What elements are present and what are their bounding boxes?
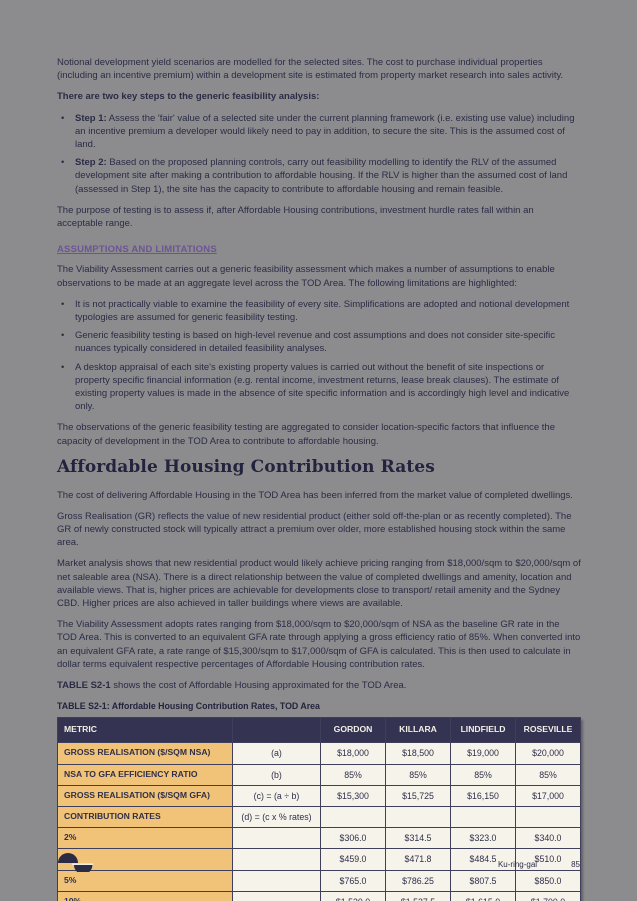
assumptions-intro: The Viability Assessment carries out a g… [57,264,555,289]
cell-value: $471.8 [385,848,451,871]
footer-page-number: 85 [571,860,580,869]
table-row: 2% $306.0 $314.5 $323.0 $340.0 [57,827,581,850]
col-header-lindfield: LINDFIELD [450,717,516,744]
cell-value: $340.0 [515,827,581,850]
cell-value: $459.0 [320,848,386,871]
cell-value: $15,725 [385,784,451,807]
cell-value: $16,150 [450,784,516,807]
cell-formula: (b) [232,763,321,786]
cell-value: $1,530.0 [320,890,386,901]
cell-formula [232,827,321,850]
steps-list: Step 1: Assess the 'fair' value of a sel… [57,112,581,196]
cell-value: $19,000 [450,742,516,765]
table-ref-label: TABLE S2-1 [57,679,111,691]
footer-right: Ku-ring-gai 85 [498,860,580,869]
table-row: 10% $1,530.0 $1,527.5 $1,615.0 $1,700.0 [57,890,581,901]
cell-value: $306.0 [320,827,386,850]
wave-logo-icon [57,852,97,877]
cell-value: $510.0 [515,848,581,871]
cell-value: 85% [385,763,451,786]
cell-value: $1,700.0 [515,890,581,901]
cell-metric: 10% [57,890,233,901]
cell-value [320,805,386,829]
cell-value: $314.5 [385,827,451,850]
list-item-assumption-2: Generic feasibility testing is based on … [57,329,581,355]
col-header-killara: KILLARA [385,717,451,744]
step-2-label: Step 2: [75,157,107,169]
cell-metric: GROSS REALISATION ($/SQM GFA) [57,784,233,807]
col-header-formula [232,717,321,744]
table-row: CONTRIBUTION RATES (d) = (c x % rates) [57,805,581,829]
col-header-gordon: GORDON [320,717,386,744]
contribution-rates-table: METRIC GORDON KILLARA LINDFIELD ROSEVILL… [57,717,581,901]
step-1-label: Step 1: [75,112,107,124]
cell-value: 85% [515,763,581,786]
page-content: Notional development yield scenarios are… [57,56,581,901]
cell-value: 85% [320,763,386,786]
cell-value: $18,500 [385,742,451,765]
cell-formula [232,890,321,901]
paragraph-purpose: The purpose of testing is to assess if, … [57,204,534,230]
cell-value [450,805,516,829]
section-heading-contribution-rates: Affordable Housing Contribution Rates [57,456,435,477]
cell-formula: (c) = (a ÷ b) [232,784,321,807]
list-item-assumption-3: A desktop appraisal of each site's exist… [57,361,581,414]
footer-org-label: Ku-ring-gai [497,860,538,869]
cell-value [385,805,451,829]
page-footer: Ku-ring-gai 85 [57,852,580,877]
cell-metric: CONTRIBUTION RATES [57,805,233,829]
step-1-text: Assess the 'fair' value of a selected si… [75,112,575,151]
step-2-text: Based on the proposed planning controls,… [75,157,568,195]
cell-value: $20,000 [515,742,581,765]
cell-value: $17,000 [515,784,581,807]
list-item-step-1: Step 1: Assess the 'fair' value of a sel… [57,112,581,152]
cell-value: $15,300 [320,784,386,807]
assumptions-list: It is not practically viable to examine … [57,298,581,414]
cell-value: $18,000 [320,742,386,765]
paragraph-viability-rates: The Viability Assessment adopts rates ra… [57,619,581,670]
col-header-metric: METRIC [57,717,233,744]
paragraph-yield-scenarios: Notional development yield scenarios are… [57,57,564,82]
paragraph-market-analysis: Market analysis shows that new residenti… [57,558,581,609]
steps-intro: There are two key steps to the generic f… [57,91,320,103]
assumptions-subheading: ASSUMPTIONS AND LIMITATIONS [57,244,217,256]
cell-value [515,805,581,829]
cell-formula [232,869,321,892]
cell-value: $1,615.0 [450,890,516,901]
list-item-step-2: Step 2: Based on the proposed planning c… [57,156,581,196]
cell-formula [232,848,321,871]
cell-metric: 5% [57,869,233,892]
cell-value: $323.0 [450,827,516,850]
table-row: GROSS REALISATION ($/SQM NSA) (a) $18,00… [57,742,581,765]
table-header-row: METRIC GORDON KILLARA LINDFIELD ROSEVILL… [57,717,581,744]
cell-metric: GROSS REALISATION ($/SQM NSA) [57,742,233,765]
table-caption: TABLE S2-1: Affordable Housing Contribut… [57,701,320,712]
cell-formula: (a) [232,742,321,765]
table-ref-text: shows the cost of Affordable Housing app… [110,679,407,691]
cell-value: $1,527.5 [385,890,451,901]
table-row: GROSS REALISATION ($/SQM GFA) (c) = (a ÷… [57,784,581,807]
table-row: NSA TO GFA EFFICIENCY RATIO (b) 85% 85% … [57,763,581,786]
paragraph-gross-realisation: Gross Realisation (GR) reflects the valu… [57,510,572,549]
table-reference-sentence: TABLE S2-1 shows the cost of Affordable … [57,679,581,692]
list-item-assumption-1: It is not practically viable to examine … [57,298,581,324]
assumptions-outro: The observations of the generic feasibil… [57,422,555,447]
cell-value: $484.5 [450,848,516,871]
cell-metric: 2% [57,827,233,850]
paragraph-cost-delivering: The cost of delivering Affordable Housin… [57,489,573,501]
cell-value: 85% [450,763,516,786]
col-header-roseville: ROSEVILLE [515,717,581,744]
table-row: 3% $459.0 $471.8 $484.5 $510.0 [57,848,581,871]
cell-formula: (d) = (c x % rates) [232,805,321,829]
cell-value: $850.0 [515,869,581,892]
cell-metric: NSA TO GFA EFFICIENCY RATIO [57,763,233,786]
